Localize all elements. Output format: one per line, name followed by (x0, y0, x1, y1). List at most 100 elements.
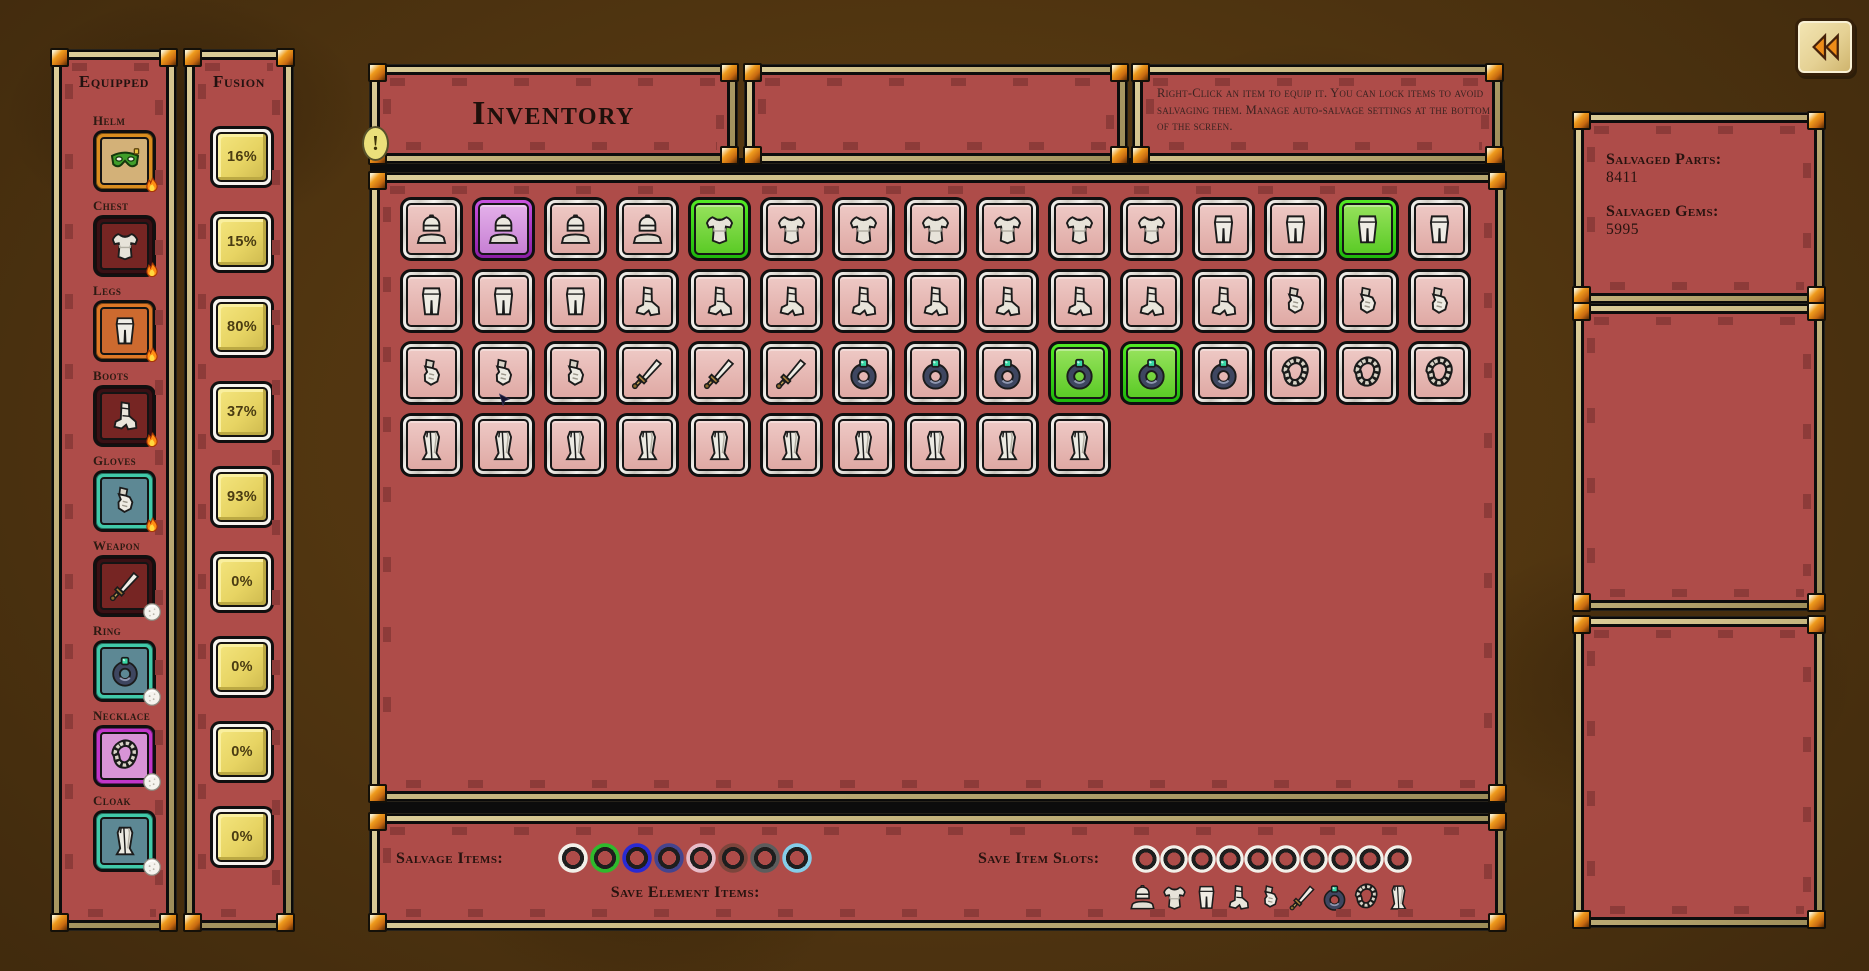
inventory-slot-necklace[interactable] (1408, 341, 1471, 405)
inventory-slot-chest[interactable] (760, 197, 823, 261)
save-item-slot-toggle[interactable] (1356, 845, 1384, 873)
save-item-slot-toggle[interactable] (1188, 845, 1216, 873)
equipped-slot-necklace[interactable] (93, 725, 156, 787)
inventory-slot-necklace[interactable] (1336, 341, 1399, 405)
inventory-slot-chest[interactable] (976, 197, 1039, 261)
inventory-slot-ring[interactable] (904, 341, 967, 405)
inventory-slot-boots[interactable] (1048, 269, 1111, 333)
inventory-slot-boots[interactable] (616, 269, 679, 333)
page-title: Inventory (472, 95, 635, 132)
salvage-toggle[interactable] (750, 843, 780, 873)
save-item-slot-toggle[interactable] (1300, 845, 1328, 873)
salvage-toggle[interactable] (782, 843, 812, 873)
fusion-percent-button[interactable]: 80% (210, 296, 274, 358)
inventory-slot-helm[interactable] (616, 197, 679, 261)
fusion-percent-button[interactable]: 0% (210, 636, 274, 698)
inventory-slot-boots[interactable] (1192, 269, 1255, 333)
equipped-slot-weapon[interactable] (93, 555, 156, 617)
inventory-slot-boots[interactable] (688, 269, 751, 333)
inventory-slot-legs[interactable] (1408, 197, 1471, 261)
inventory-slot-cloak[interactable] (688, 413, 751, 477)
fusion-percent-button[interactable]: 93% (210, 466, 274, 528)
fusion-percent-button[interactable]: 0% (210, 806, 274, 868)
inventory-slot-sword[interactable] (688, 341, 751, 405)
inventory-slot-sword[interactable] (616, 341, 679, 405)
salvage-toggle[interactable] (718, 843, 748, 873)
inventory-slot-legs[interactable] (1264, 197, 1327, 261)
inventory-slot-legs[interactable] (1192, 197, 1255, 261)
inventory-slot-gloves[interactable] (1408, 269, 1471, 333)
inventory-slot-sword[interactable] (760, 341, 823, 405)
fusion-button-face: 0% (216, 812, 268, 862)
equipped-slot-group: Boots (93, 368, 156, 447)
inventory-slot-boots[interactable] (760, 269, 823, 333)
inventory-slot-chest[interactable] (832, 197, 895, 261)
inventory-slot-legs[interactable] (472, 269, 535, 333)
fusion-percent-button[interactable]: 16% (210, 126, 274, 188)
inventory-slot-boots[interactable] (904, 269, 967, 333)
equipped-slot-cloak[interactable] (93, 810, 156, 872)
inventory-slot-ring[interactable] (832, 341, 895, 405)
equipped-slot-boots[interactable] (93, 385, 156, 447)
panel-edge-notches (72, 63, 156, 71)
inventory-slot-boots[interactable] (1120, 269, 1183, 333)
inventory-slot-gloves[interactable] (1336, 269, 1399, 333)
save-item-slot-toggle[interactable] (1384, 845, 1412, 873)
inventory-slot-cloak[interactable] (832, 413, 895, 477)
inventory-slot-chest[interactable] (904, 197, 967, 261)
save-item-slot-toggle[interactable] (1132, 845, 1160, 873)
salvage-toggle[interactable] (686, 843, 716, 873)
inventory-slot-gloves[interactable] (544, 341, 607, 405)
inventory-slot-legs[interactable] (1336, 197, 1399, 261)
inventory-slot-gloves[interactable] (400, 341, 463, 405)
inventory-slot-cloak[interactable] (472, 413, 535, 477)
inventory-slot-cloak[interactable] (1048, 413, 1111, 477)
inventory-slot-boots[interactable] (832, 269, 895, 333)
save-item-slot-toggle[interactable] (1328, 845, 1356, 873)
fusion-percent-button[interactable]: 37% (210, 381, 274, 443)
inventory-slot-helm[interactable] (472, 197, 535, 261)
inventory-slot-cloak[interactable] (400, 413, 463, 477)
inventory-slot-chest[interactable] (1120, 197, 1183, 261)
inventory-slot-helm[interactable] (544, 197, 607, 261)
inventory-slot-cloak[interactable] (904, 413, 967, 477)
equipped-slot-gloves[interactable] (93, 470, 156, 532)
salvage-toggle[interactable] (654, 843, 684, 873)
fusion-percent-button[interactable]: 0% (210, 551, 274, 613)
salvage-toggle[interactable] (622, 843, 652, 873)
inventory-slot-chest[interactable] (688, 197, 751, 261)
collapse-panel-button[interactable] (1795, 18, 1855, 76)
inventory-slot-ring[interactable] (976, 341, 1039, 405)
fusion-percent-button[interactable]: 15% (210, 211, 274, 273)
equipped-slot-chest[interactable] (93, 215, 156, 277)
equipped-slot-label: Chest (93, 198, 129, 213)
inventory-slot-gloves[interactable] (1264, 269, 1327, 333)
fire-icon (141, 261, 163, 283)
equipped-slot-legs[interactable] (93, 300, 156, 362)
fusion-percent-button[interactable]: 0% (210, 721, 274, 783)
helm-icon (414, 212, 449, 247)
save-item-slot-toggle[interactable] (1216, 845, 1244, 873)
equipped-slot-ring[interactable] (93, 640, 156, 702)
inventory-slot-gloves[interactable] (472, 341, 535, 405)
inventory-slot-boots[interactable] (976, 269, 1039, 333)
salvage-toggle[interactable] (558, 843, 588, 873)
inventory-slot-cloak[interactable] (760, 413, 823, 477)
inventory-slot-helm[interactable] (400, 197, 463, 261)
save-item-slot-toggle[interactable] (1160, 845, 1188, 873)
inventory-slot-cloak[interactable] (544, 413, 607, 477)
inventory-slot-chest[interactable] (1048, 197, 1111, 261)
inventory-slot-legs[interactable] (400, 269, 463, 333)
panel-edge-notches (390, 186, 1485, 194)
salvage-toggle[interactable] (590, 843, 620, 873)
inventory-slot-ring[interactable] (1048, 341, 1111, 405)
inventory-slot-necklace[interactable] (1264, 341, 1327, 405)
inventory-slot-ring[interactable] (1192, 341, 1255, 405)
inventory-slot-cloak[interactable] (976, 413, 1039, 477)
equipped-slot-helm[interactable] (93, 130, 156, 192)
inventory-slot-ring[interactable] (1120, 341, 1183, 405)
save-item-slot-toggle[interactable] (1244, 845, 1272, 873)
inventory-slot-cloak[interactable] (616, 413, 679, 477)
inventory-slot-legs[interactable] (544, 269, 607, 333)
save-item-slot-toggle[interactable] (1272, 845, 1300, 873)
